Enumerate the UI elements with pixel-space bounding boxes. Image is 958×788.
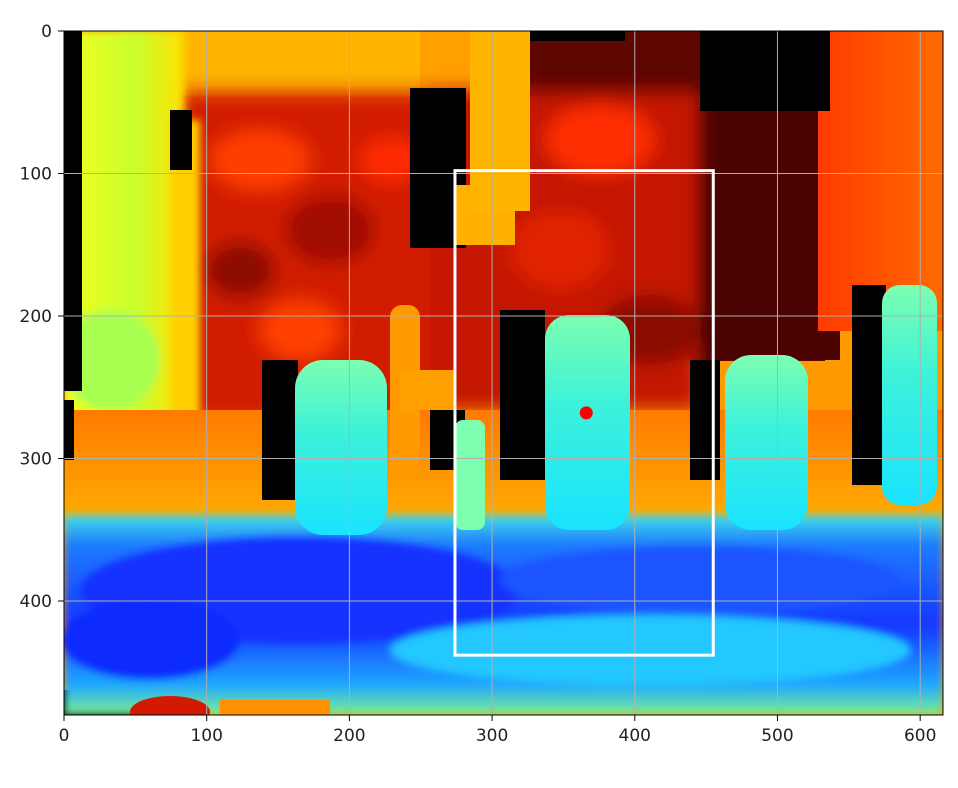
x-tick-label: 200	[333, 726, 365, 746]
y-tick-label: 100	[20, 165, 52, 185]
y-tick-label: 400	[20, 592, 52, 612]
x-tick-label: 600	[904, 726, 936, 746]
bottom-red-blob	[130, 696, 210, 715]
objects	[295, 285, 937, 535]
bounding-box	[453, 169, 715, 657]
x-tick-label: 400	[619, 726, 651, 746]
y-tick-label: 200	[20, 307, 52, 327]
x-tick-label: 500	[761, 726, 793, 746]
x-tick-label: 300	[476, 726, 508, 746]
top-post	[470, 31, 530, 211]
y-tick-label: 300	[20, 450, 52, 470]
x-tick-label: 100	[190, 726, 222, 746]
x-tick-label: 0	[59, 726, 70, 746]
left-wall	[64, 31, 200, 471]
axes-frame	[63, 30, 944, 716]
bottom-orange-strip	[220, 700, 330, 715]
floor	[64, 515, 943, 715]
small-object-orange-top	[400, 370, 455, 410]
far-background-inner	[700, 110, 840, 360]
y-tick-label: 0	[41, 22, 52, 42]
ticks: 0 100 200 300 400 500 600 0 100 200 300 400	[20, 22, 937, 746]
depth-image	[64, 31, 943, 715]
right-wall	[818, 31, 943, 331]
target-point-marker	[579, 406, 593, 420]
overlays	[453, 169, 715, 657]
